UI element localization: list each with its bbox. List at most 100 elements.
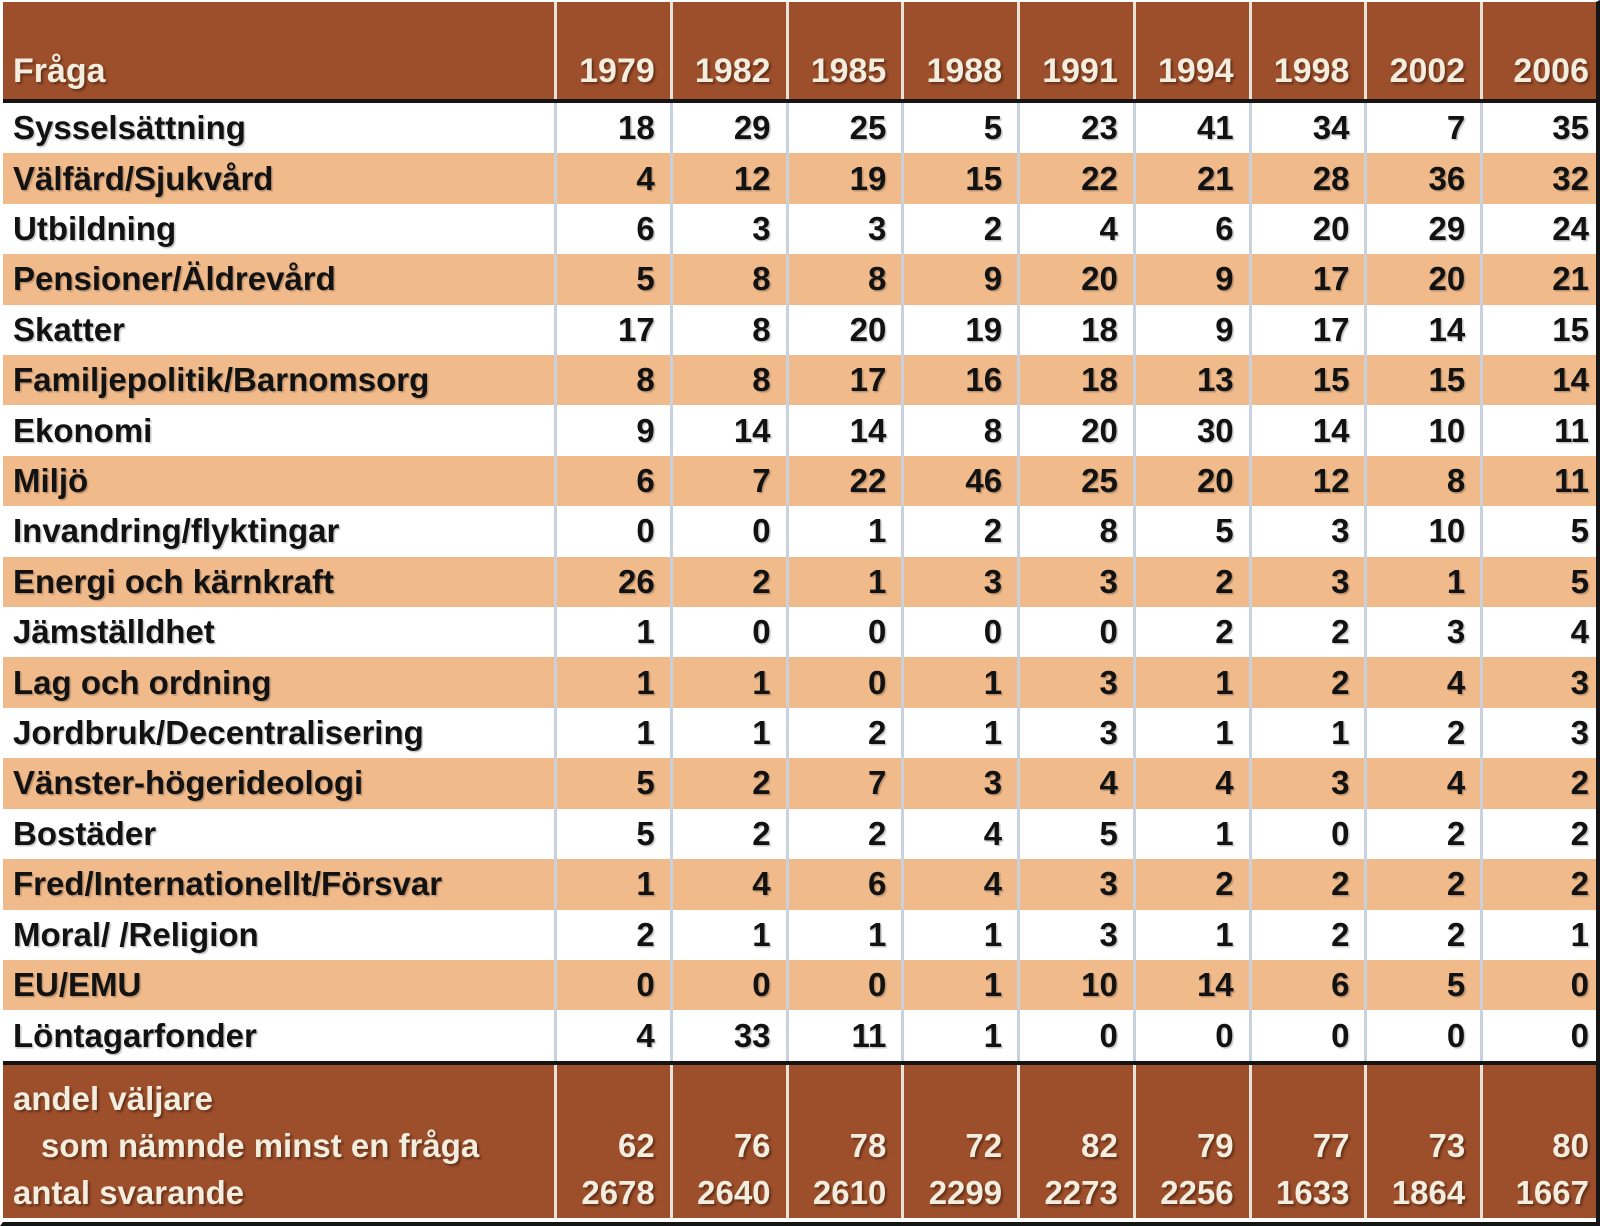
table-cell: 1: [901, 1010, 1017, 1061]
table-cell: 5: [1017, 808, 1133, 860]
table-cell: 1: [901, 909, 1017, 960]
table-cell: 2: [785, 707, 902, 759]
table-cell: 0: [785, 959, 902, 1011]
table-cell: 17: [554, 304, 670, 356]
footer-share-value: 72: [965, 1126, 1003, 1164]
table-cell: 5: [554, 758, 670, 809]
table-cell: 3: [901, 556, 1017, 608]
table-cell: 4: [1017, 758, 1133, 809]
table-cell: 20: [1017, 254, 1133, 305]
footer-respondents-value: 2273: [1044, 1173, 1118, 1211]
table-cell: 10: [1364, 405, 1480, 456]
header-year-1979: 1979: [554, 2, 670, 99]
row-label: Skatter: [13, 310, 125, 348]
row-label: Lag och ordning: [13, 663, 272, 701]
table-cell: 13: [1132, 355, 1249, 406]
table-cell: 3: [1480, 707, 1596, 759]
row-label: Jämställdhet: [13, 613, 215, 651]
table-cell: 0: [901, 607, 1017, 658]
table-cell: 2: [1364, 909, 1480, 960]
table-cell: 30: [1132, 405, 1249, 456]
table-cell: 0: [669, 959, 786, 1011]
table-cell: 35: [1480, 103, 1596, 154]
footer-respondents-value: 1667: [1515, 1173, 1589, 1211]
footer-year-cell: 78 2610: [785, 1065, 902, 1218]
footer-share-value: 73: [1428, 1126, 1466, 1164]
header-year-1991: 1991: [1017, 2, 1133, 99]
table-cell: 1: [1132, 808, 1249, 860]
table-cell: 2: [901, 506, 1017, 557]
table-cell: 36: [1364, 153, 1480, 204]
table-cell: 0: [1248, 1010, 1365, 1061]
table-row: Ekonomi 9 14 14 8 20 30 14 10 11: [3, 405, 1596, 456]
table-cell: 17: [1248, 254, 1365, 305]
table-cell: 2: [785, 808, 902, 860]
table-cell: 4: [1017, 203, 1133, 255]
table-cell: 32: [1480, 153, 1596, 204]
table-cell: 3: [1017, 556, 1133, 608]
table-cell: 14: [669, 405, 786, 456]
table-cell: 0: [1017, 1010, 1133, 1061]
table-cell: 1: [901, 707, 1017, 759]
table-cell: 25: [1017, 455, 1133, 507]
table-row: Löntagarfonder 4 33 11 1 0 0 0 0 0: [3, 1010, 1596, 1061]
table-cell: 4: [554, 1010, 670, 1061]
footer-respondents-value: 2678: [581, 1173, 655, 1211]
table-cell: 2: [669, 808, 786, 860]
footer-year-cell: 76 2640: [669, 1065, 786, 1218]
table-cell: 20: [1017, 405, 1133, 456]
table-footer-row: andel väljare som nämnde minst en fråga …: [3, 1061, 1596, 1218]
table-cell: 3: [1017, 707, 1133, 759]
table-cell: 1: [554, 607, 670, 658]
table-cell: 20: [1364, 254, 1480, 305]
table-cell: 5: [1364, 959, 1480, 1011]
table-cell: 20: [1132, 455, 1249, 507]
table-cell: 22: [1017, 153, 1133, 204]
footer-line2-label: som nämnde minst en fråga: [41, 1126, 480, 1164]
table-cell: 29: [1364, 203, 1480, 255]
table-cell: 3: [1017, 859, 1133, 910]
row-label: Löntagarfonder: [13, 1016, 257, 1054]
row-label: Sysselsättning: [13, 109, 246, 147]
footer-share-value: 77: [1312, 1126, 1350, 1164]
footer-respondents-value: 1633: [1276, 1173, 1350, 1211]
table-cell: 2: [1364, 707, 1480, 759]
table-cell: 0: [1017, 607, 1133, 658]
table-cell: 2: [1248, 859, 1365, 910]
table-cell: 5: [554, 808, 670, 860]
table-cell: 8: [669, 355, 786, 406]
table-cell: 24: [1480, 203, 1596, 255]
table-cell: 1: [1364, 556, 1480, 608]
table-cell: 1: [785, 506, 902, 557]
table-cell: 0: [554, 506, 670, 557]
table-cell: 10: [1364, 506, 1480, 557]
table-cell: 1: [1248, 707, 1365, 759]
table-cell: 25: [785, 103, 902, 154]
table-cell: 0: [1480, 959, 1596, 1011]
table-cell: 5: [901, 103, 1017, 154]
table-cell: 1: [1132, 909, 1249, 960]
table-row: Skatter 17 8 20 19 18 9 17 14 15: [3, 304, 1596, 356]
table-cell: 8: [1017, 506, 1133, 557]
table-cell: 15: [1364, 355, 1480, 406]
table-cell: 33: [669, 1010, 786, 1061]
header-year-1982: 1982: [669, 2, 786, 99]
table-cell: 1: [554, 707, 670, 759]
table-row: Familjepolitik/Barnomsorg 8 8 17 16 18 13 15 15 1…: [3, 355, 1596, 406]
table-cell: 3: [1017, 909, 1133, 960]
footer-respondents-value: 2256: [1160, 1173, 1234, 1211]
table-cell: 23: [1017, 103, 1133, 154]
table-cell: 1: [901, 657, 1017, 708]
table-row: Fred/Internationellt/Försvar 1 4 6 4 3 2 2 2 2: [3, 859, 1596, 910]
table-cell: 0: [1364, 1010, 1480, 1061]
table-row: Pensioner/Äldrevård 5 8 8 9 20 9 17 20 21: [3, 254, 1596, 305]
row-label: Ekonomi: [13, 411, 153, 449]
footer-share-value: 79: [1196, 1126, 1234, 1164]
table-cell: 8: [901, 405, 1017, 456]
table-cell: 0: [785, 607, 902, 658]
table-cell: 11: [785, 1010, 902, 1061]
table-cell: 20: [785, 304, 902, 356]
table-cell: 1: [785, 556, 902, 608]
header-year-1994: 1994: [1132, 2, 1249, 99]
